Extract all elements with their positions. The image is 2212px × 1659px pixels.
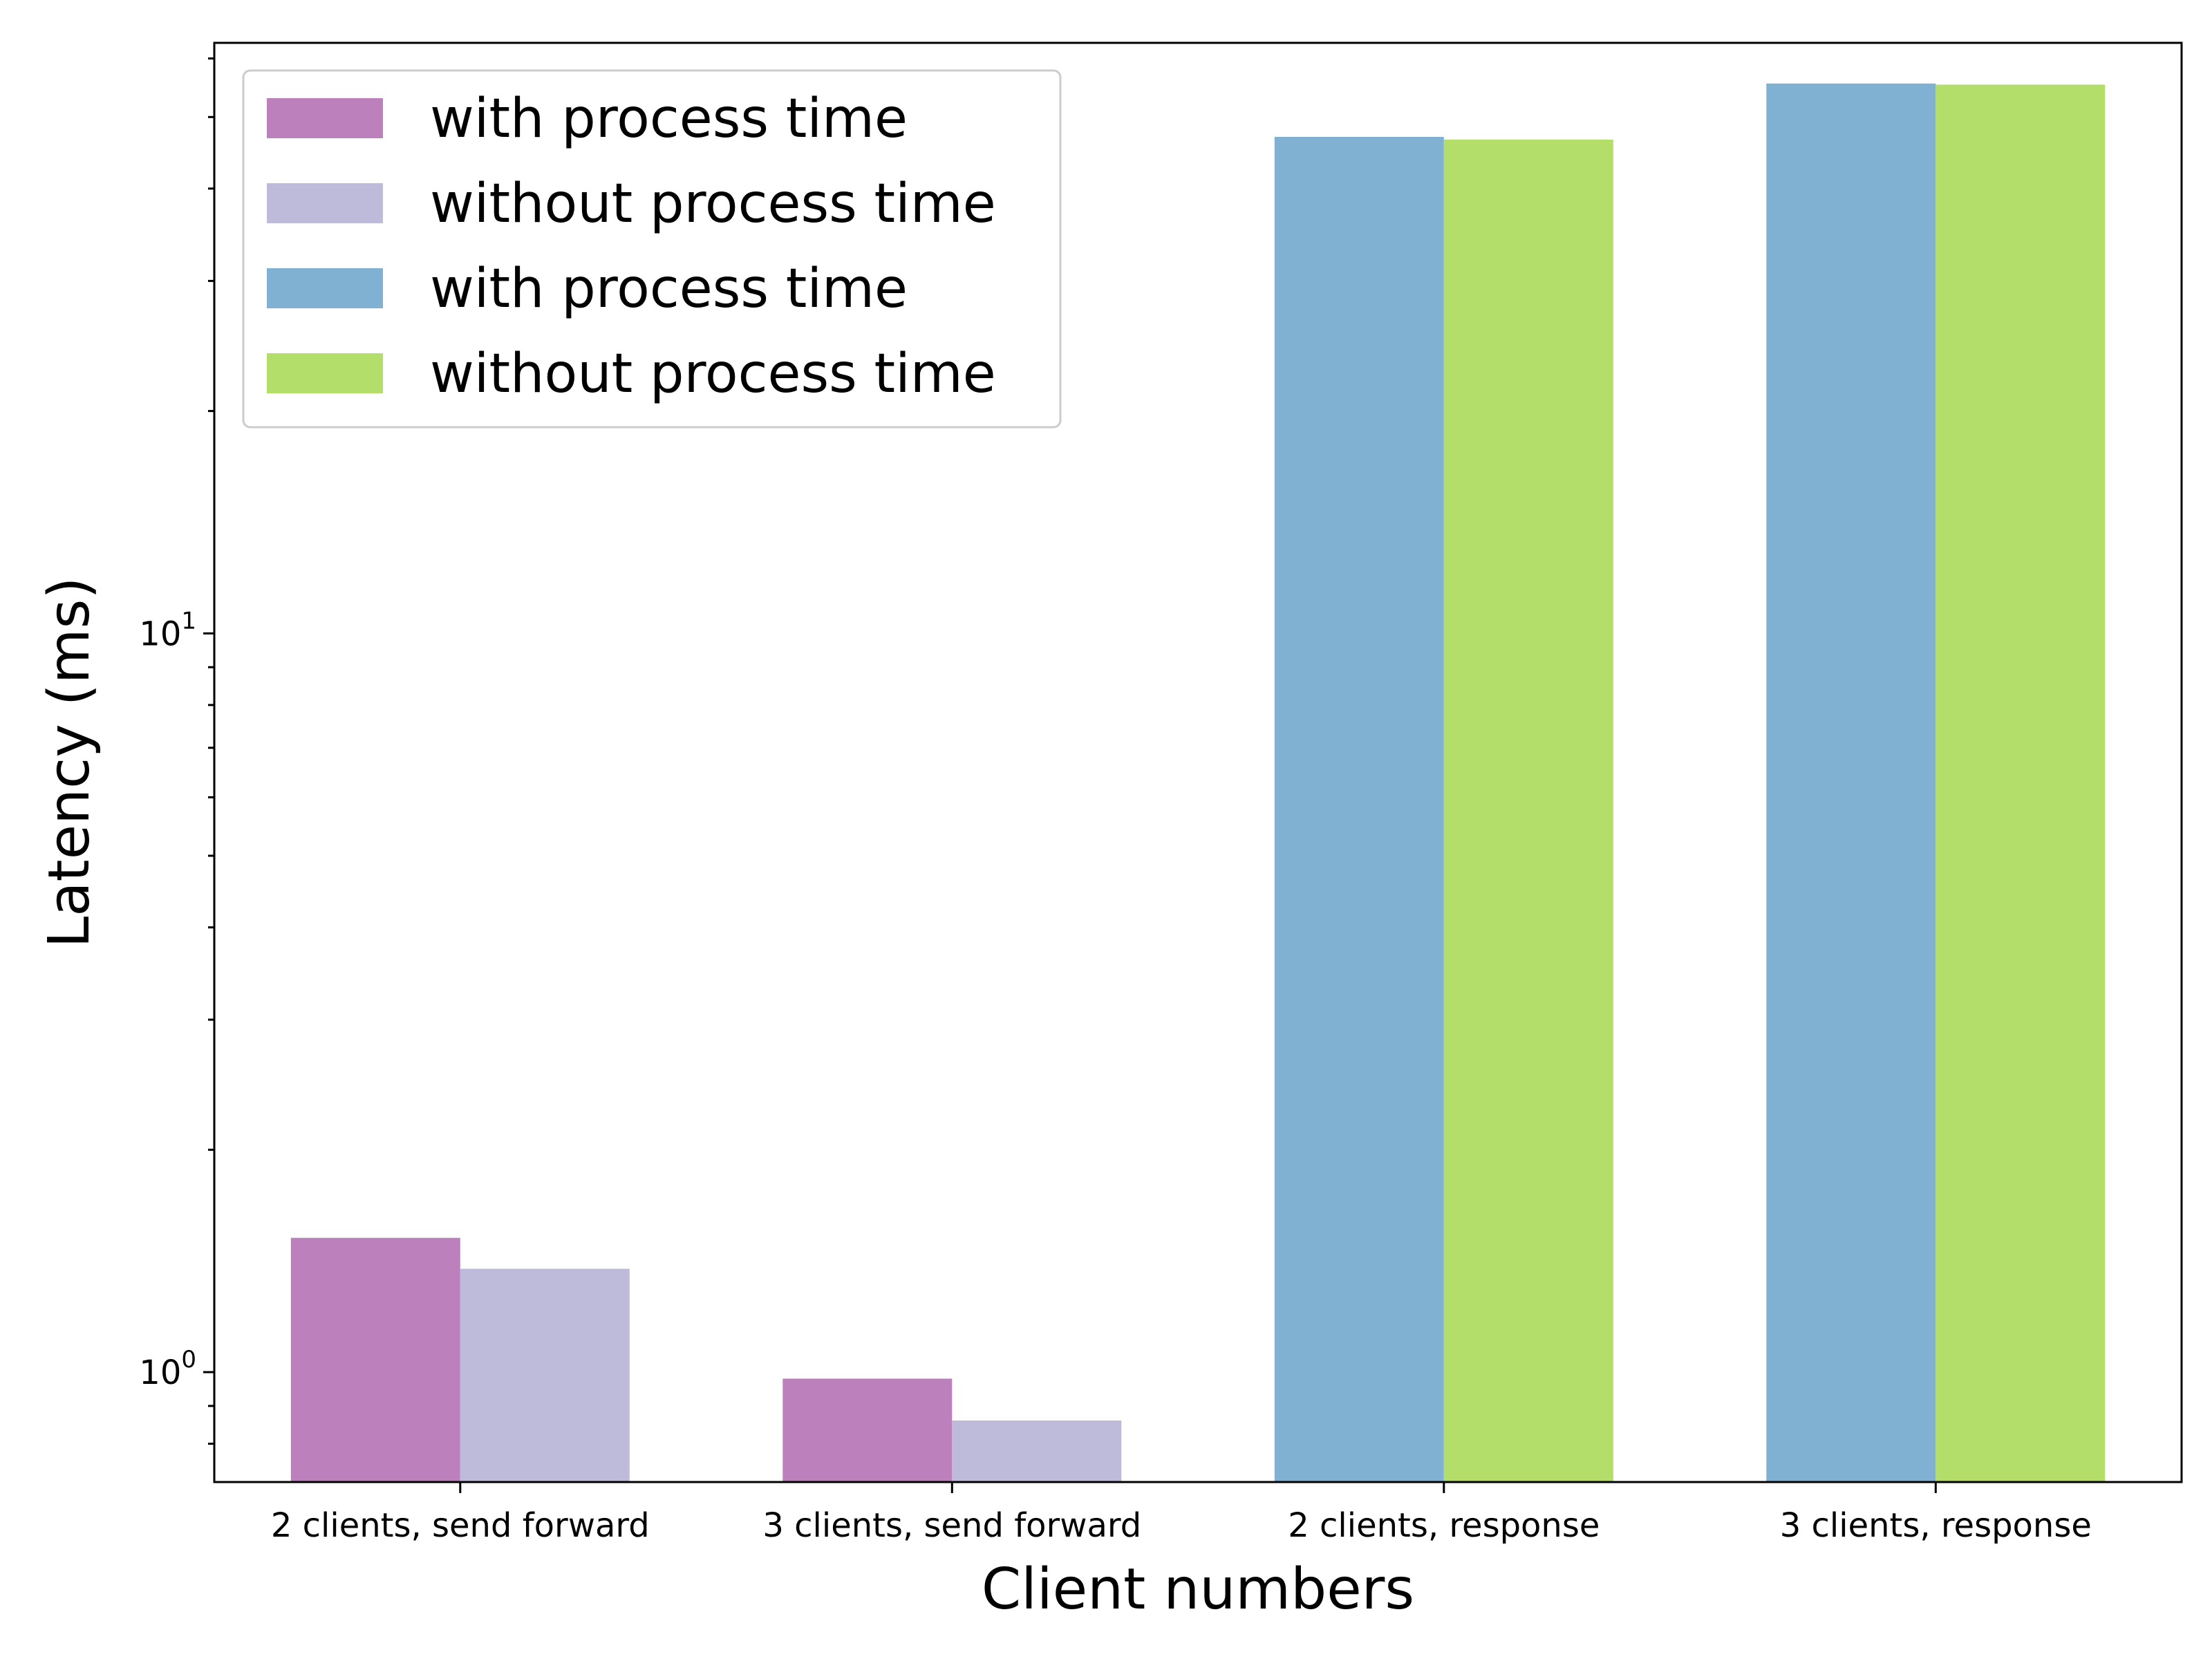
y-tick-base: 10 (139, 615, 181, 653)
x-tick-label: 3 clients, response (1780, 1506, 2092, 1545)
bar-series-3-category-3 (1936, 84, 2106, 1482)
x-axis: 2 clients, send forward 3 clients, send f… (271, 1482, 2092, 1545)
bars-layer (290, 83, 2106, 1482)
legend-swatch (267, 353, 383, 393)
legend-label: with process time (430, 258, 908, 320)
y-tick-label: 100 (139, 1346, 196, 1392)
legend-swatch (267, 268, 383, 308)
legend-label: with process time (430, 88, 908, 150)
bar-series-1-category-0 (460, 1268, 630, 1482)
legend-swatch (267, 183, 383, 223)
plot-frame (213, 41, 2183, 1483)
bar-series-0-category-0 (290, 1237, 460, 1482)
bar-series-2-category-3 (1766, 83, 1936, 1482)
y-tick-exponent: 0 (181, 1346, 196, 1374)
bar-series-1-category-1 (952, 1421, 1122, 1482)
x-axis-title: Client numbers (982, 1557, 1414, 1622)
y-tick-exponent: 1 (181, 607, 196, 635)
legend: with process time without process time wit… (242, 69, 1062, 429)
x-tick-label: 2 clients, send forward (271, 1506, 650, 1545)
bar-series-3-category-2 (1443, 140, 1613, 1482)
bar-series-2-category-2 (1274, 137, 1444, 1482)
y-tick-label: 101 (139, 607, 196, 653)
legend-box (242, 69, 1062, 429)
bar-series-0-category-1 (782, 1378, 953, 1482)
legend-label: without process time (430, 173, 996, 235)
x-tick-label: 2 clients, response (1288, 1506, 1600, 1545)
legend-label: without process time (430, 343, 996, 405)
x-tick-label: 3 clients, send forward (762, 1506, 1141, 1545)
y-axis-title: Latency (ms) (37, 577, 102, 948)
legend-swatch (267, 98, 383, 138)
y-tick-base: 10 (139, 1353, 181, 1392)
